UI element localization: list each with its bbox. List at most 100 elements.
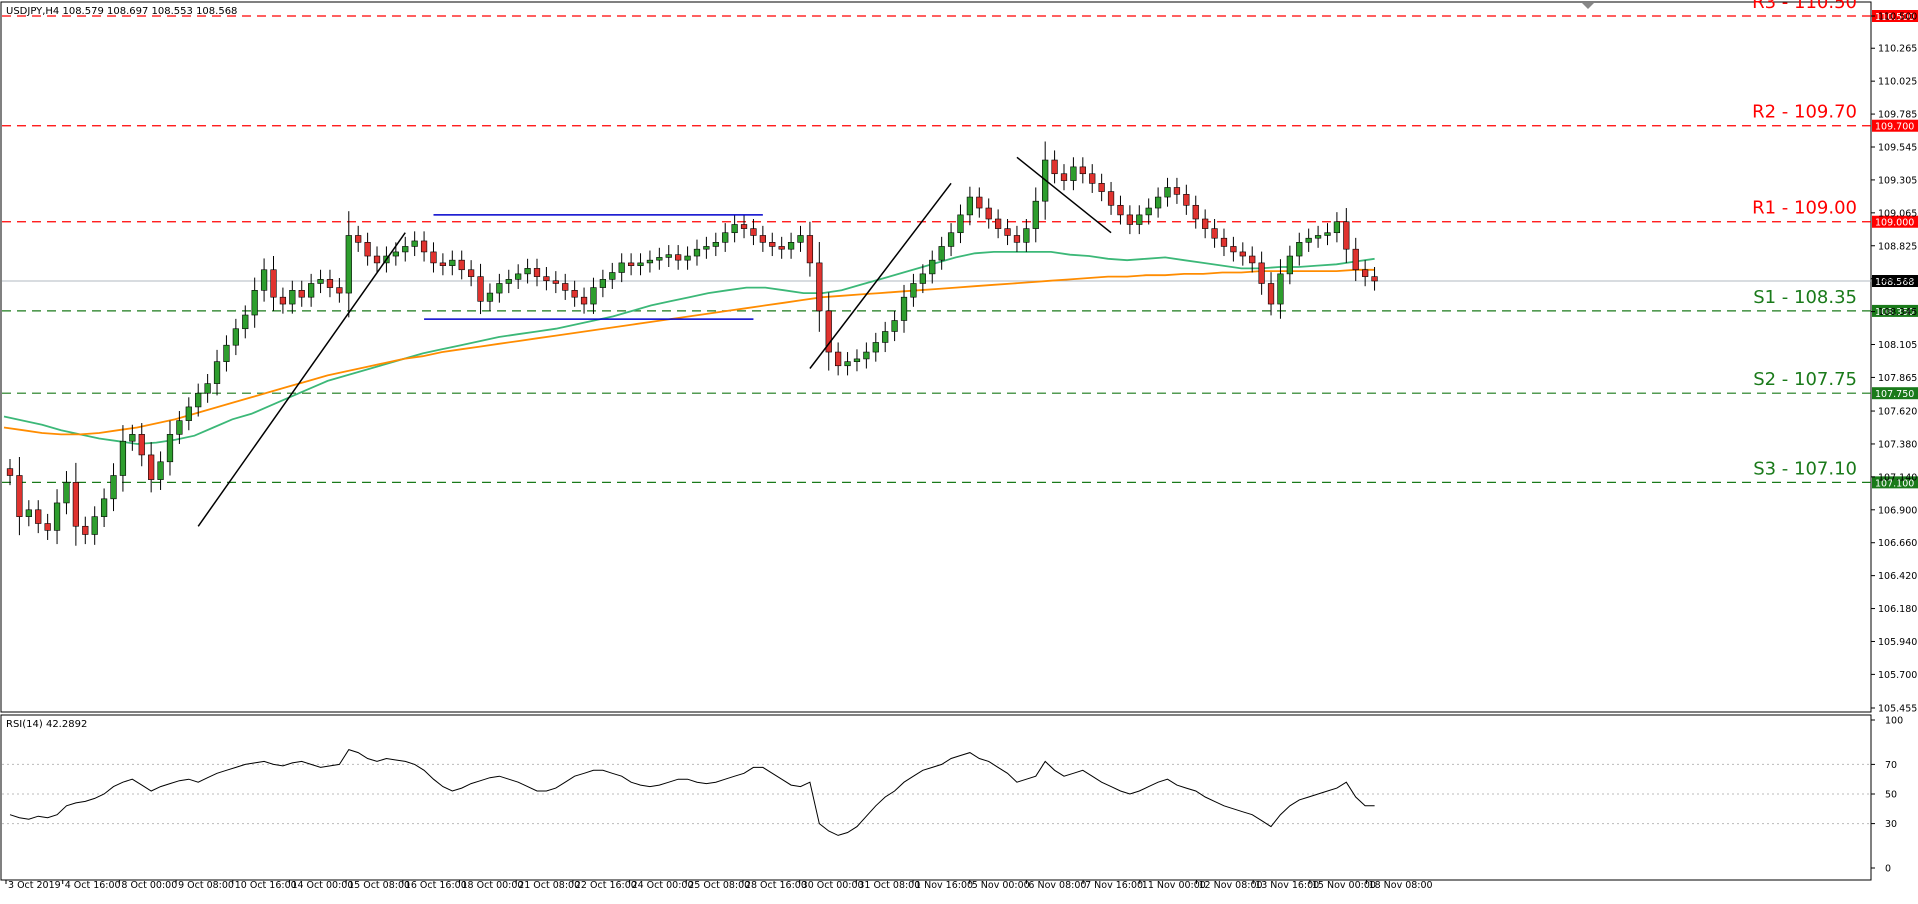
candle-body <box>298 290 305 298</box>
candle-body <box>938 246 945 261</box>
candle-bullish <box>1305 228 1312 252</box>
y-tick-label: 107.865 <box>1878 373 1917 384</box>
candle-bullish <box>185 397 192 431</box>
candle-bullish <box>693 239 701 266</box>
candle-body <box>872 342 879 353</box>
candle-bullish <box>618 253 625 283</box>
candle-bullish <box>289 280 296 314</box>
candle-bullish <box>157 451 164 490</box>
candle-body <box>138 434 145 456</box>
candle-body <box>1220 237 1228 247</box>
candle-body <box>110 475 117 500</box>
candle-bullish <box>957 204 964 244</box>
y-tick-label: 108.105 <box>1878 340 1917 351</box>
y-tick-label: 109.305 <box>1878 175 1917 186</box>
candle-bearish <box>1079 157 1086 184</box>
candle-bullish <box>684 246 691 270</box>
candle-bullish <box>1154 187 1162 218</box>
level-price-tag <box>1872 304 1918 317</box>
candle-bearish <box>6 459 14 486</box>
candle-bearish <box>1267 272 1275 316</box>
level-price-tag-text: 109.000 <box>1875 218 1914 229</box>
level-price-tag <box>1872 119 1918 132</box>
uptrend-line-2 <box>809 182 952 369</box>
candle-bullish <box>797 225 804 252</box>
candle-body <box>1098 183 1105 192</box>
y-tick-label: 106.900 <box>1878 505 1917 516</box>
candle-body <box>204 383 211 394</box>
candle-bearish <box>270 256 277 311</box>
candle-bullish <box>204 374 211 403</box>
candle-body <box>63 482 70 504</box>
candle-body <box>1004 228 1011 236</box>
candle-body <box>618 262 625 273</box>
candle-body <box>195 392 202 408</box>
chart-scroll-marker[interactable] <box>1582 3 1594 9</box>
candle-body <box>157 461 164 480</box>
candle-bearish <box>1352 237 1359 282</box>
candle-body <box>665 254 672 258</box>
candle-body <box>486 292 494 302</box>
candle-body <box>750 228 757 236</box>
candle-bullish <box>1277 259 1284 319</box>
candle-body <box>995 218 1002 229</box>
rsi-pane <box>0 714 1872 881</box>
x-tick-label: 12 Nov 08:00 <box>1198 880 1262 891</box>
candle-bullish <box>129 424 136 451</box>
candle-body <box>646 259 654 264</box>
candle-body <box>1070 166 1077 181</box>
x-tick-label: 15 Nov 00:00 <box>1312 880 1376 891</box>
candle-bearish <box>806 221 814 277</box>
candle-bullish <box>1314 225 1322 248</box>
candle-body <box>590 287 597 305</box>
y-tick-label: 109.545 <box>1878 142 1917 153</box>
candle-body <box>1324 232 1331 236</box>
level-price-tag-text: 110.500 <box>1875 12 1914 23</box>
candle-body <box>599 279 606 288</box>
candle-body <box>731 224 738 234</box>
y-tick-label: 105.455 <box>1878 704 1917 715</box>
candle-bearish <box>1230 236 1237 262</box>
candle-bullish <box>609 262 616 289</box>
rsi-line <box>9 749 1375 836</box>
level-label: S3 - 107.10 <box>1753 458 1857 479</box>
moving-average-slow <box>3 268 1375 436</box>
y-tick-label: 106.180 <box>1878 604 1917 615</box>
candle-bullish <box>900 284 908 333</box>
candle-body <box>929 259 936 275</box>
candle-body <box>317 279 324 284</box>
candle-bearish <box>1089 164 1096 193</box>
candle-bearish <box>279 287 287 314</box>
candle-body <box>693 248 701 257</box>
candle-body <box>825 310 832 353</box>
candle-body <box>1314 235 1322 239</box>
x-tick-label: 15 Oct 08:00 <box>348 880 410 891</box>
candle-body <box>919 273 926 284</box>
x-tick-label: 31 Oct 08:00 <box>858 880 920 891</box>
x-tick-label: 5 Nov 00:00 <box>972 880 1030 891</box>
candle-body <box>1164 187 1171 198</box>
candle-body <box>1145 207 1152 216</box>
candle-body <box>402 246 409 253</box>
candle-body <box>44 523 51 531</box>
candle-body <box>1211 228 1218 239</box>
candle-body <box>6 468 14 476</box>
candle-body <box>1136 214 1143 225</box>
candle-bullish <box>844 352 851 376</box>
candle-body <box>1107 191 1115 206</box>
candle-bullish <box>1136 205 1143 235</box>
candle-bullish <box>496 273 503 303</box>
candle-bearish <box>1343 208 1350 263</box>
candle-bearish <box>543 267 550 291</box>
x-tick-label: 25 Oct 08:00 <box>688 880 750 891</box>
candle-body <box>213 361 221 384</box>
candle-bullish <box>910 273 917 307</box>
candle-body <box>1051 159 1058 175</box>
candle-bullish <box>505 269 512 294</box>
candle-body <box>336 287 343 294</box>
y-tick-label: 109.785 <box>1878 110 1917 121</box>
candle-body <box>1079 166 1086 175</box>
candle-body <box>853 358 861 362</box>
candle-body <box>797 235 804 243</box>
candle-bullish <box>947 223 955 257</box>
